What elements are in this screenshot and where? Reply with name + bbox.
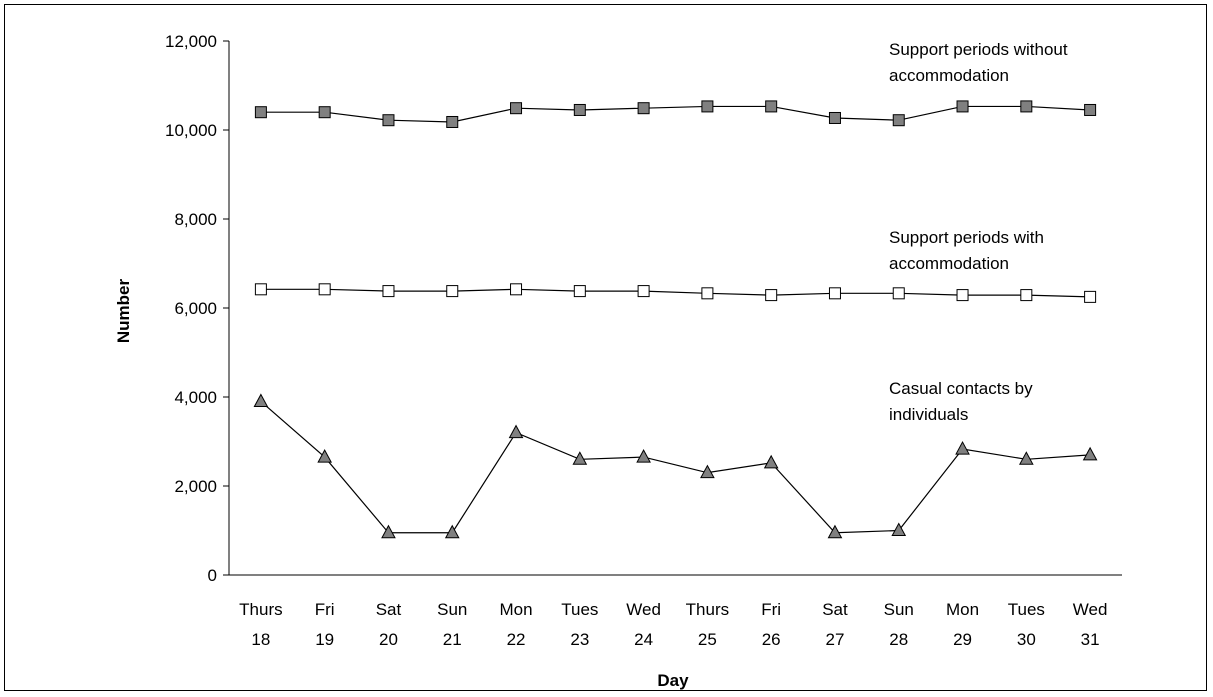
data-point	[1084, 290, 1097, 303]
data-point	[1020, 289, 1033, 302]
axes: 0 2,000 4,000 6,000 8,000 10,000 12,000 Thurs 18…	[165, 32, 1122, 649]
series-line	[260, 105, 1091, 123]
data-point	[510, 283, 523, 296]
data-point	[573, 103, 586, 116]
data-point	[828, 111, 841, 124]
x-tick-label: Wed 31	[1073, 600, 1108, 649]
x-tick-label: Tues 30	[1008, 600, 1045, 649]
data-point	[318, 106, 331, 119]
y-tick-label: 6,000	[174, 299, 217, 318]
x-tick-label: Mon 22	[499, 600, 532, 649]
data-point	[956, 289, 969, 302]
data-point	[254, 106, 267, 119]
series-label: Support periods without accommodation	[889, 40, 1068, 85]
data-point	[382, 285, 395, 298]
data-point	[827, 524, 843, 539]
data-point	[573, 285, 586, 298]
data-point	[444, 524, 460, 539]
x-tick-label: Fri 26	[761, 600, 781, 649]
x-tick-label: Fri 19	[315, 600, 335, 649]
data-point	[508, 424, 524, 439]
x-tick-label: Mon 29	[946, 600, 979, 649]
series-3	[253, 393, 1098, 539]
x-tick-label: Wed 24	[626, 600, 661, 649]
series-label: Support periods with accommodation	[889, 228, 1044, 273]
data-point	[637, 285, 650, 298]
data-point	[892, 114, 905, 127]
line-chart: 0 2,000 4,000 6,000 8,000 10,000 12,000 Thurs 18…	[114, 32, 1122, 690]
y-tick-label: 12,000	[165, 32, 217, 51]
data-point	[763, 454, 779, 469]
data-point	[765, 100, 778, 113]
y-tick-label: 0	[208, 566, 217, 585]
series-line	[260, 288, 1091, 298]
y-tick-label: 8,000	[174, 210, 217, 229]
series-label: Casual contacts by individuals	[889, 379, 1033, 424]
data-point	[572, 451, 588, 465]
y-tick-label: 10,000	[165, 121, 217, 140]
data-point	[317, 449, 333, 463]
x-tick-label: Sat 20	[376, 600, 402, 649]
x-tick-label: Thurs 18	[239, 600, 282, 649]
data-point	[318, 283, 331, 296]
data-point	[381, 524, 396, 539]
data-point	[828, 287, 841, 300]
data-point	[254, 283, 267, 296]
data-point	[891, 522, 907, 536]
series-2	[254, 283, 1097, 303]
data-point	[1020, 100, 1033, 113]
data-point	[701, 100, 714, 113]
data-point	[636, 449, 651, 463]
data-point	[510, 102, 523, 115]
data-point	[701, 287, 714, 300]
data-point	[700, 464, 715, 479]
chart-frame: 0 2,000 4,000 6,000 8,000 10,000 12,000 Thurs 18…	[4, 4, 1207, 691]
x-tick-label: Tues 23	[561, 600, 598, 649]
data-point	[1084, 103, 1097, 116]
data-point	[955, 441, 970, 455]
data-point	[253, 393, 269, 407]
y-tick-label: 2,000	[174, 477, 217, 496]
data-point	[892, 287, 905, 300]
data-point	[446, 115, 459, 128]
data-point	[382, 114, 395, 127]
data-point	[637, 102, 650, 115]
y-tick-label: 4,000	[174, 388, 217, 407]
x-tick-label: Sat 27	[822, 600, 848, 649]
y-axis-title: Number	[114, 279, 133, 344]
x-tick-label: Sun 21	[437, 600, 467, 649]
series-1	[254, 100, 1097, 128]
data-point	[765, 289, 778, 302]
data-point	[956, 100, 969, 113]
data-point	[1018, 451, 1034, 465]
x-axis-title: Day	[657, 671, 689, 690]
series-layer	[253, 100, 1098, 539]
data-point	[446, 285, 459, 298]
series-annotations: Support periods without accommodation Supp…	[889, 40, 1068, 424]
x-tick-label: Thurs 25	[686, 600, 729, 649]
x-tick-label: Sun 28	[884, 600, 914, 649]
series-line	[260, 400, 1091, 534]
data-point	[1082, 446, 1098, 461]
